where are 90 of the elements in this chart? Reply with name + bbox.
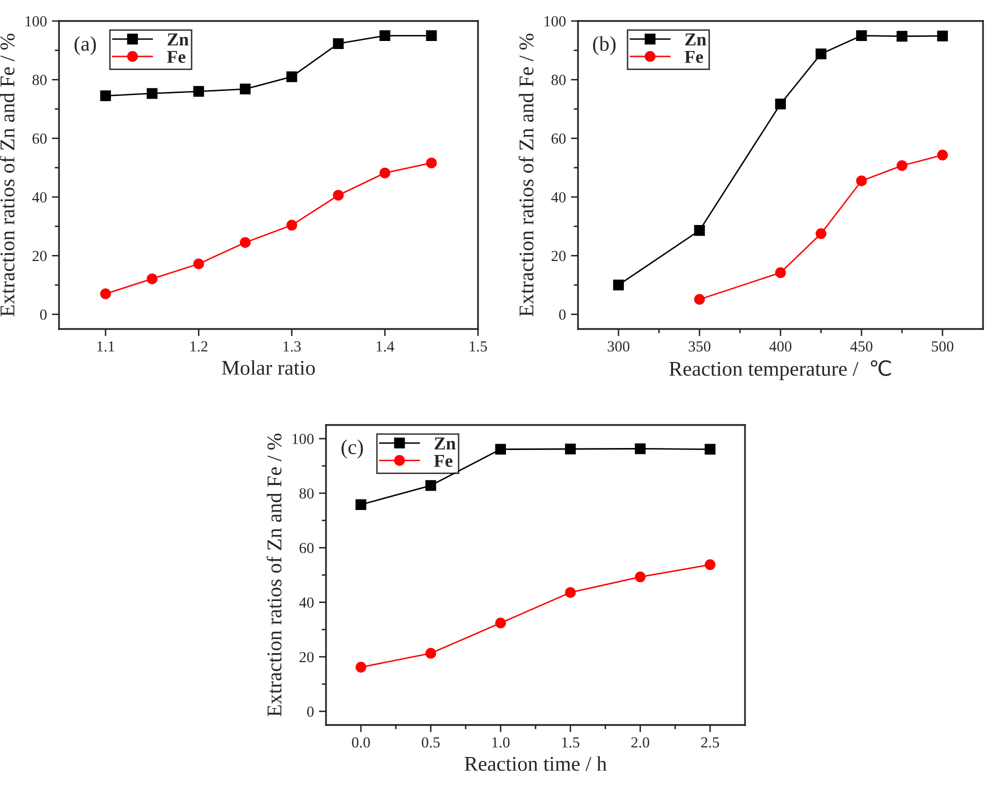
- point: [495, 618, 506, 628]
- x-tick-label: 1.4: [376, 341, 394, 352]
- x-tick-label: 2.5: [701, 737, 720, 748]
- point: [896, 30, 908, 42]
- point: [425, 648, 436, 659]
- point: [565, 587, 576, 598]
- x-tick-label: 0.0: [352, 737, 370, 748]
- point: [332, 190, 344, 201]
- y-tick-label: 0: [307, 706, 314, 717]
- point: [193, 86, 204, 97]
- y-tick-label: 40: [551, 192, 566, 202]
- x-tick-label: 400: [769, 341, 792, 352]
- point: [634, 443, 646, 454]
- legend-label: Zn: [685, 34, 706, 46]
- point: [937, 150, 948, 160]
- point: [775, 267, 786, 278]
- y-tick-label: 20: [32, 250, 47, 262]
- x-tick-label: 1.0: [492, 737, 510, 748]
- y-tick-label: 60: [32, 133, 47, 144]
- point: [380, 168, 390, 178]
- point: [100, 90, 111, 102]
- point: [856, 175, 867, 186]
- x-tick-label: 1.5: [562, 737, 580, 748]
- point: [146, 88, 158, 99]
- x-tick-label: 0.5: [422, 737, 440, 748]
- point: [816, 228, 826, 240]
- y-axis-title: Extraction ratios of Zn and Fe / %: [266, 434, 282, 716]
- point: [634, 572, 646, 582]
- legend-label: Fe: [684, 50, 703, 63]
- point: [565, 444, 576, 454]
- y-tick-label: 20: [300, 652, 314, 662]
- x-tick-label: 1.2: [190, 341, 208, 352]
- y-axis-title: Extraction ratios of Zn and Fe / %: [0, 34, 15, 316]
- y-tick-label: 40: [299, 597, 314, 608]
- y-tick-label: 60: [300, 542, 314, 554]
- y-tick-label: 100: [26, 16, 47, 26]
- point: [286, 220, 298, 231]
- y-tick-label: 80: [300, 488, 314, 499]
- point: [146, 273, 158, 284]
- point: [240, 84, 251, 94]
- x-tick-label: 450: [850, 341, 872, 352]
- y-tick-label: 20: [552, 250, 566, 262]
- point: [856, 30, 867, 42]
- legend-label: Zn: [168, 34, 189, 46]
- x-tick-label: 350: [688, 341, 710, 352]
- annotation: (a): [74, 36, 96, 56]
- point: [426, 158, 437, 168]
- point: [704, 444, 716, 455]
- point: [380, 30, 390, 42]
- annotation: (b): [593, 36, 616, 56]
- x-tick-label: 500: [932, 341, 954, 352]
- y-tick-label: 80: [552, 74, 566, 86]
- y-tick-label: 40: [32, 192, 47, 202]
- point: [775, 98, 786, 110]
- x-tick-label: 1.1: [97, 341, 114, 352]
- point: [193, 258, 204, 270]
- y-tick-label: 60: [552, 133, 566, 144]
- x-tick-label: 2.0: [631, 737, 650, 748]
- point: [495, 444, 506, 455]
- point: [356, 662, 366, 673]
- y-tick-label: 0: [559, 309, 566, 320]
- y-tick-label: 100: [544, 16, 566, 26]
- point: [332, 38, 344, 49]
- point: [426, 30, 437, 42]
- point: [694, 294, 705, 305]
- point: [100, 288, 111, 300]
- x-axis-title: Reaction temperature / ℃: [669, 360, 891, 380]
- annotation: (c): [342, 440, 363, 458]
- legend-label: Fe: [434, 454, 452, 467]
- y-tick-label: 100: [292, 434, 314, 444]
- point: [694, 225, 705, 236]
- point: [704, 559, 716, 570]
- x-axis-title: Reaction time / h: [464, 756, 607, 771]
- point: [425, 480, 436, 491]
- y-axis-title: Extraction ratios of Zn and Fe / %: [518, 34, 534, 316]
- point: [613, 280, 624, 290]
- point: [356, 499, 366, 510]
- x-tick-label: 1.5: [470, 341, 487, 352]
- y-tick-label: 0: [40, 309, 47, 320]
- point: [286, 71, 298, 82]
- x-tick-label: 1.3: [284, 341, 301, 352]
- point: [816, 48, 826, 60]
- x-tick-label: 300: [608, 341, 630, 352]
- x-axis-title: Molar ratio: [222, 360, 315, 375]
- point: [240, 237, 251, 248]
- point: [937, 30, 948, 42]
- y-tick-label: 80: [32, 74, 47, 86]
- point: [896, 160, 908, 171]
- legend-label: Zn: [434, 438, 456, 450]
- legend-label: Fe: [167, 50, 186, 63]
